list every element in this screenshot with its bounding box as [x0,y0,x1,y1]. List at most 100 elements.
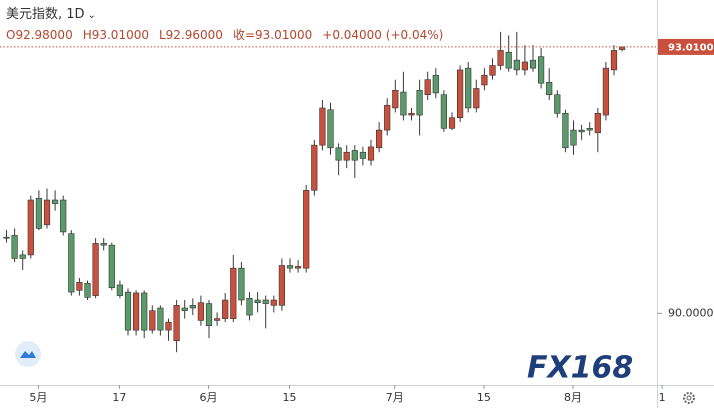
candle [303,184,310,273]
settings-icon[interactable] [683,392,695,404]
candle [440,90,448,132]
candle [594,107,601,153]
candle-body [424,79,431,96]
candle-body [68,233,75,293]
candle [602,61,609,121]
candle [432,68,439,99]
candle [335,143,342,176]
candle [68,230,75,296]
candle [400,71,407,121]
candle [578,124,585,140]
candle [359,146,367,166]
candle [124,288,132,336]
gear-center[interactable] [686,395,692,401]
candle-body [546,82,553,96]
x-tick-label: 6月 [200,391,218,404]
candle-body [173,305,180,342]
candle-body [448,117,456,129]
candle-body [3,236,10,239]
ohlc-value: 收=93.01000 [232,28,313,42]
candle-body [408,112,415,116]
candle-body [205,303,213,327]
candle-body [610,50,618,71]
candle [505,35,512,72]
candle-body [278,265,286,306]
candle [416,79,423,136]
candle-body [537,56,545,84]
candle-body [400,91,407,116]
header: 美元指数, 1D ⌄ [6,3,96,22]
candle-body [246,297,253,316]
candle [84,280,91,301]
candle [222,292,229,323]
candle-body [11,235,18,259]
candle-body [367,146,375,161]
candle [165,318,172,341]
candle [513,31,520,76]
candle [19,250,26,270]
candle-body [92,243,99,296]
x-tick-label: 8月 [564,391,582,404]
candle-body [238,267,245,301]
logo[interactable] [15,341,41,367]
symbol-title[interactable]: 美元指数, 1D [6,7,85,22]
candle [141,290,148,339]
candle-body [513,59,520,71]
candle [327,102,334,155]
candle [375,122,383,153]
candle-body [335,147,342,161]
candle [554,90,561,118]
candle-body [521,61,528,71]
candle-body [286,265,294,269]
candle-body [108,244,115,288]
candle [408,107,415,121]
candle [481,68,488,91]
candle-body [165,321,172,331]
candle-body [214,318,221,321]
candle [424,71,431,101]
candle-body [100,243,107,246]
candle-body [359,151,367,159]
candle-body [375,129,383,149]
candle [173,300,180,353]
candle [546,68,553,101]
candle [392,79,399,113]
candle [108,242,115,291]
candle [116,280,123,299]
candle [205,300,213,339]
candle [133,290,140,336]
chevron[interactable]: ⌄ [87,10,96,21]
candle-body [157,307,164,331]
candle [351,145,358,178]
candle-body [440,94,448,129]
gear[interactable] [683,392,695,404]
candle-body [327,109,334,149]
candle-body [351,150,358,161]
ohlc-value: O92.98000 [6,28,73,42]
x-tick-label: 17 [112,391,126,404]
candle [384,98,391,136]
candle [157,305,164,336]
candle [286,258,294,273]
candle-body [181,307,188,311]
candle-body [76,282,83,291]
candle [456,65,464,123]
candle [100,238,107,251]
candle [586,122,593,136]
candle-body [116,284,123,296]
candle [51,190,59,211]
candle [197,295,205,326]
candle-body [319,107,326,146]
candle-body [51,199,59,204]
candle [11,228,18,262]
candle [618,46,626,52]
candle-body [473,88,480,109]
candle [43,188,51,229]
candle-body [230,267,237,319]
candle-body [133,292,140,331]
ohlc-value: +0.04000 (+0.04%) [322,28,444,42]
candle [35,190,42,231]
candle-body [43,199,51,226]
logo-icon[interactable] [20,351,36,358]
